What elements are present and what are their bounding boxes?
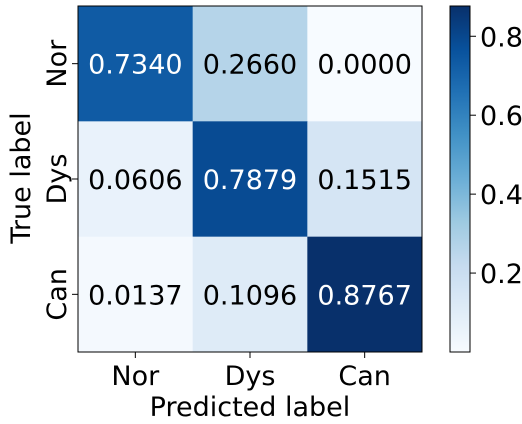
- heatmap-cell: [307, 236, 423, 353]
- cell-value-label: 0.1515: [317, 165, 411, 196]
- heatmap-cell: [192, 121, 308, 238]
- y-axis-ticks: Nor Dys Can: [42, 39, 78, 321]
- cell-value-label: 0.2660: [203, 50, 297, 81]
- cell-value-label: 0.7879: [203, 165, 297, 196]
- heatmap-cell: [78, 6, 194, 122]
- heatmap-cell-labels: 0.7340 0.2660 0.0000 0.0606 0.7879 0.1515 0.01…: [88, 50, 412, 312]
- heatmap-cell: [192, 6, 308, 122]
- colorbar-tick-label: 0.8: [480, 22, 522, 53]
- x-axis-ticks: Nor Dys Can: [111, 352, 391, 392]
- y-tick-label: Nor: [42, 39, 73, 88]
- heatmap-cell: [307, 6, 423, 122]
- x-tick-label: Can: [338, 361, 391, 392]
- cell-value-label: 0.0606: [88, 165, 182, 196]
- colorbar-tick-label: 0.2: [480, 259, 522, 290]
- colorbar: [449, 5, 471, 353]
- heatmap-cell: [307, 121, 423, 238]
- x-axis-label: Predicted label: [150, 392, 351, 423]
- heatmap-cell: [78, 236, 194, 353]
- cell-value-label: 0.1096: [203, 280, 297, 311]
- colorbar-tick-label: 0.6: [480, 101, 522, 132]
- x-tick-label: Nor: [111, 361, 160, 392]
- cell-value-label: 0.7340: [88, 50, 182, 81]
- cell-value-label: 0.0137: [88, 280, 182, 311]
- heatmap-cells: [78, 6, 423, 353]
- colorbar-ticks: 0.2 0.4 0.6 0.8: [470, 22, 522, 290]
- cell-value-label: 0.0000: [317, 50, 411, 81]
- cell-value-label: 0.8767: [317, 280, 411, 311]
- y-tick-label: Dys: [42, 154, 73, 205]
- heatmap-cell: [78, 121, 194, 238]
- x-tick-label: Dys: [225, 361, 276, 392]
- heatmap-cell: [192, 236, 308, 353]
- y-tick-label: Can: [42, 268, 73, 321]
- colorbar-tick-label: 0.4: [480, 180, 522, 211]
- y-axis-label: True label: [6, 112, 37, 244]
